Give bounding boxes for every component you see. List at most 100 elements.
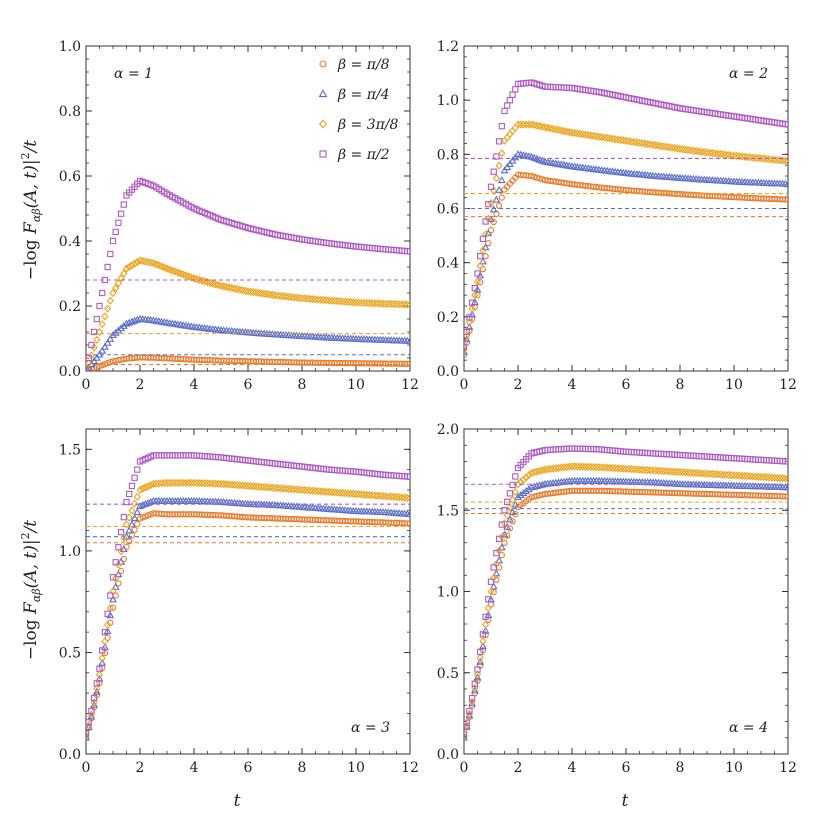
data-point bbox=[117, 274, 125, 283]
data-point bbox=[311, 295, 320, 304]
data-point bbox=[128, 261, 136, 270]
ylabel-suffix: /t bbox=[21, 140, 41, 155]
data-point bbox=[649, 466, 657, 475]
data-point bbox=[403, 300, 410, 309]
data-point bbox=[600, 133, 608, 142]
data-point bbox=[115, 544, 122, 551]
data-point bbox=[754, 472, 762, 481]
data-point bbox=[344, 297, 352, 306]
data-point bbox=[284, 484, 293, 494]
legend-marker bbox=[319, 150, 327, 158]
data-point bbox=[195, 478, 203, 488]
data-point bbox=[236, 481, 244, 490]
data-point bbox=[298, 485, 306, 495]
data-point bbox=[88, 707, 95, 715]
data-point bbox=[328, 488, 336, 497]
data-point bbox=[527, 483, 536, 491]
data-point bbox=[406, 336, 410, 344]
data-point bbox=[665, 143, 673, 152]
data-point bbox=[541, 465, 549, 474]
data-point bbox=[209, 479, 217, 488]
data-point bbox=[662, 467, 671, 476]
ylabel-args: (A, t) bbox=[21, 545, 41, 588]
data-point bbox=[474, 292, 481, 299]
data-point bbox=[619, 136, 627, 145]
data-point bbox=[517, 477, 525, 487]
data-point bbox=[530, 482, 539, 490]
data-point bbox=[406, 248, 410, 255]
data-point bbox=[125, 318, 134, 326]
y-tick-label: 0.0 bbox=[437, 747, 459, 763]
ylabel-f: F bbox=[21, 601, 41, 615]
data-point bbox=[255, 482, 263, 491]
data-point bbox=[360, 490, 368, 499]
data-point bbox=[99, 361, 106, 369]
data-point bbox=[403, 493, 410, 502]
data-point bbox=[347, 489, 355, 498]
data-point bbox=[482, 253, 489, 260]
data-point bbox=[512, 86, 519, 93]
data-point bbox=[535, 481, 544, 489]
data-point bbox=[552, 464, 560, 473]
data-point bbox=[668, 467, 676, 476]
data-point bbox=[309, 295, 317, 304]
data-point bbox=[341, 489, 349, 498]
x-tick-label: 10 bbox=[347, 760, 365, 776]
data-point bbox=[101, 628, 109, 636]
data-point bbox=[465, 709, 473, 719]
legend-label: β = π/8 bbox=[337, 57, 390, 73]
data-point bbox=[368, 299, 376, 308]
data-point bbox=[122, 319, 131, 327]
data-point bbox=[598, 463, 606, 472]
data-point bbox=[136, 501, 144, 509]
data-point bbox=[614, 464, 622, 473]
data-point bbox=[395, 300, 403, 309]
data-point bbox=[271, 291, 279, 300]
data-point bbox=[760, 473, 768, 482]
data-point bbox=[611, 135, 619, 144]
data-point bbox=[268, 483, 276, 492]
data-point bbox=[584, 131, 592, 140]
data-point bbox=[638, 139, 646, 148]
data-point bbox=[498, 521, 505, 528]
data-point bbox=[86, 730, 90, 737]
data-point bbox=[349, 298, 357, 307]
data-point bbox=[505, 515, 514, 523]
y-tick-label: 1.2 bbox=[437, 39, 459, 55]
data-point bbox=[782, 493, 788, 500]
data-point bbox=[784, 157, 788, 166]
data-point bbox=[295, 293, 303, 302]
data-point bbox=[716, 470, 725, 479]
data-point bbox=[695, 469, 703, 478]
data-point bbox=[130, 316, 139, 324]
data-point bbox=[522, 473, 530, 482]
data-point bbox=[733, 471, 741, 480]
data-point bbox=[495, 535, 503, 542]
data-point bbox=[149, 479, 158, 488]
data-point bbox=[617, 464, 625, 473]
data-point bbox=[492, 569, 501, 577]
legend-marker bbox=[318, 89, 328, 98]
data-point bbox=[784, 483, 788, 491]
data-point bbox=[560, 463, 568, 472]
data-point bbox=[668, 143, 676, 152]
data-point bbox=[303, 294, 311, 303]
data-point bbox=[698, 147, 706, 156]
data-point bbox=[760, 154, 768, 163]
data-point bbox=[784, 493, 788, 500]
data-point bbox=[511, 487, 519, 497]
data-point bbox=[584, 462, 592, 471]
data-point bbox=[465, 318, 473, 327]
data-point bbox=[179, 478, 187, 487]
data-point bbox=[477, 648, 484, 656]
data-point bbox=[727, 471, 735, 480]
data-point bbox=[617, 135, 625, 145]
data-point bbox=[406, 360, 410, 367]
data-point bbox=[133, 492, 141, 501]
data-point bbox=[627, 465, 635, 474]
x-tick-label: 6 bbox=[244, 760, 253, 776]
data-point bbox=[757, 154, 765, 163]
data-point bbox=[120, 514, 127, 521]
alpha-label: α = 4 bbox=[729, 720, 768, 736]
